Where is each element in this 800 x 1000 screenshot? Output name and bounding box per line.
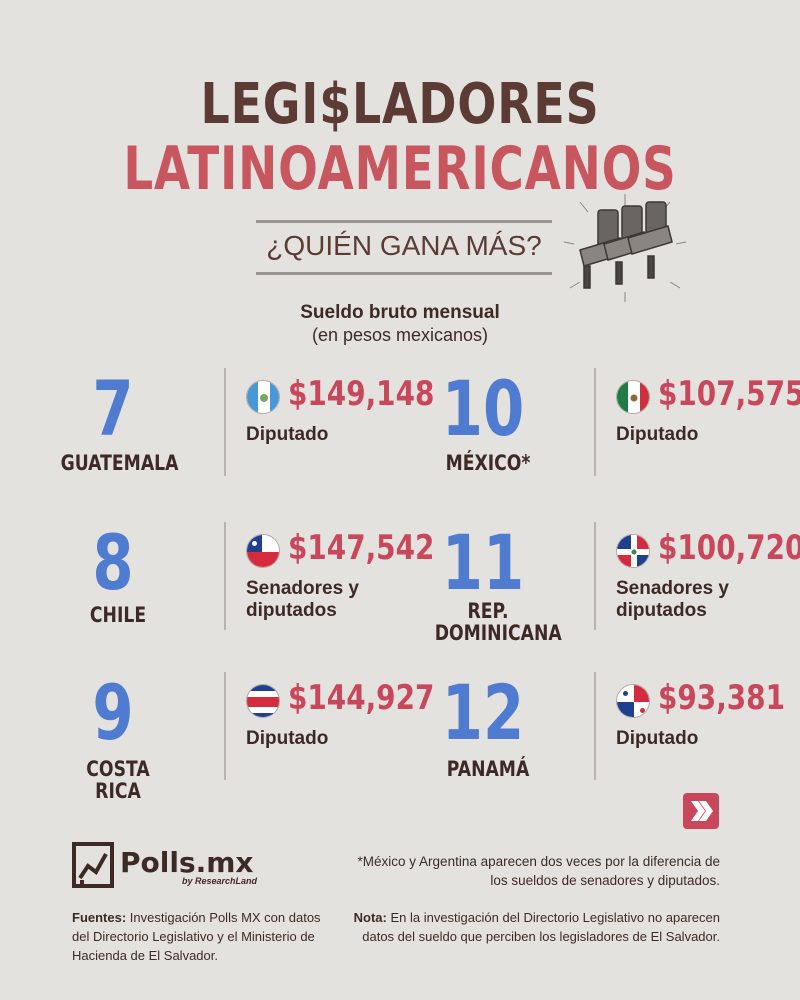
salary-amount: $93,381 <box>658 678 785 718</box>
footnote: *México y Argentina aparecen dos veces p… <box>357 854 720 888</box>
sources: Fuentes: Investigación Polls MX con dato… <box>72 908 322 965</box>
salary-amount: $147,542 <box>288 528 435 568</box>
chevron-right-icon <box>691 801 713 821</box>
country-name: MÉXICO* <box>445 451 531 475</box>
dominican-republic-flag-icon <box>616 534 650 568</box>
costa-rica-flag-icon <box>246 684 280 718</box>
legislator-role: Senadores y diputados <box>616 578 729 621</box>
legislator-role: Diputado <box>616 424 699 445</box>
legislator-role: Diputado <box>246 728 329 749</box>
salary-label: Sueldo bruto mensual <box>300 302 500 323</box>
polls-mx-logo-icon <box>72 842 114 888</box>
legislator-role: Diputado <box>246 424 329 445</box>
entry-divider <box>224 672 226 780</box>
rank-number: 10 <box>441 364 525 453</box>
country-name: GUATEMALA <box>60 451 179 475</box>
guatemala-flag-icon <box>246 380 280 414</box>
country-name: CHILE <box>89 603 147 627</box>
subtitle: ¿QUIÉN GANA MÁS? <box>266 230 542 261</box>
entry-divider <box>224 368 226 476</box>
legislator-role: Senadores y diputados <box>246 578 359 621</box>
rank-number: 11 <box>441 518 525 607</box>
ranking-entry-costa-rica: 9 COSTA RICA $144,927 Diputado <box>48 668 434 803</box>
salary-amount: $107,575 <box>658 374 800 414</box>
legislator-role: Diputado <box>616 728 699 749</box>
entry-divider <box>594 368 596 476</box>
sources-label: Fuentes: <box>72 910 127 925</box>
entry-divider <box>594 522 596 630</box>
note-text: En la investigación del Directorio Legis… <box>362 910 720 944</box>
note: Nota: En la investigación del Directorio… <box>340 908 720 946</box>
ranking-entry-panama: 12 PANAMÁ $93,381 Diputado <box>418 668 785 792</box>
ranking-entry-dominican-republic: 11 REP. DOMINICANA $100,720 Senadores y … <box>418 518 800 645</box>
rank-number: 8 <box>92 518 134 607</box>
title-line-2: LATINOAMERICANOS <box>123 134 677 204</box>
salary-amount: $144,927 <box>288 678 435 718</box>
chairs-icon <box>563 194 687 302</box>
subtitle-divider-bottom <box>256 272 552 275</box>
rank-number: 12 <box>441 668 525 757</box>
entry-divider <box>594 672 596 780</box>
country-name: COSTA RICA <box>86 757 150 803</box>
ranking-entry-chile: 8 CHILE $147,542 Senadores y diputados <box>48 518 434 642</box>
next-page-button[interactable] <box>683 793 719 829</box>
salary-sublabel: (en pesos mexicanos) <box>311 325 489 345</box>
rank-number: 7 <box>92 364 134 453</box>
entry-divider <box>224 522 226 630</box>
brand-tagline: by ResearchLand <box>182 876 258 886</box>
chile-flag-icon <box>246 534 280 568</box>
note-label: Nota: <box>353 910 387 925</box>
salary-amount: $100,720 <box>658 528 800 568</box>
country-name: PANAMÁ <box>446 757 530 781</box>
country-name: REP. DOMINICANA <box>434 599 562 645</box>
mexico-flag-icon <box>616 380 650 414</box>
subtitle-divider-top <box>256 220 552 223</box>
sources-text: Investigación Polls MX con datos del Dir… <box>72 910 321 963</box>
title-line-1: LEGI$LADORES <box>200 72 600 137</box>
salary-amount: $149,148 <box>288 374 435 414</box>
brand-name: Polls.mx <box>120 846 254 879</box>
panama-flag-icon <box>616 684 650 718</box>
rank-number: 9 <box>92 668 134 757</box>
ranking-entry-mexico: 10 MÉXICO* $107,575 Diputado <box>418 364 800 488</box>
ranking-entry-guatemala: 7 GUATEMALA $149,148 Diputado <box>48 364 434 488</box>
